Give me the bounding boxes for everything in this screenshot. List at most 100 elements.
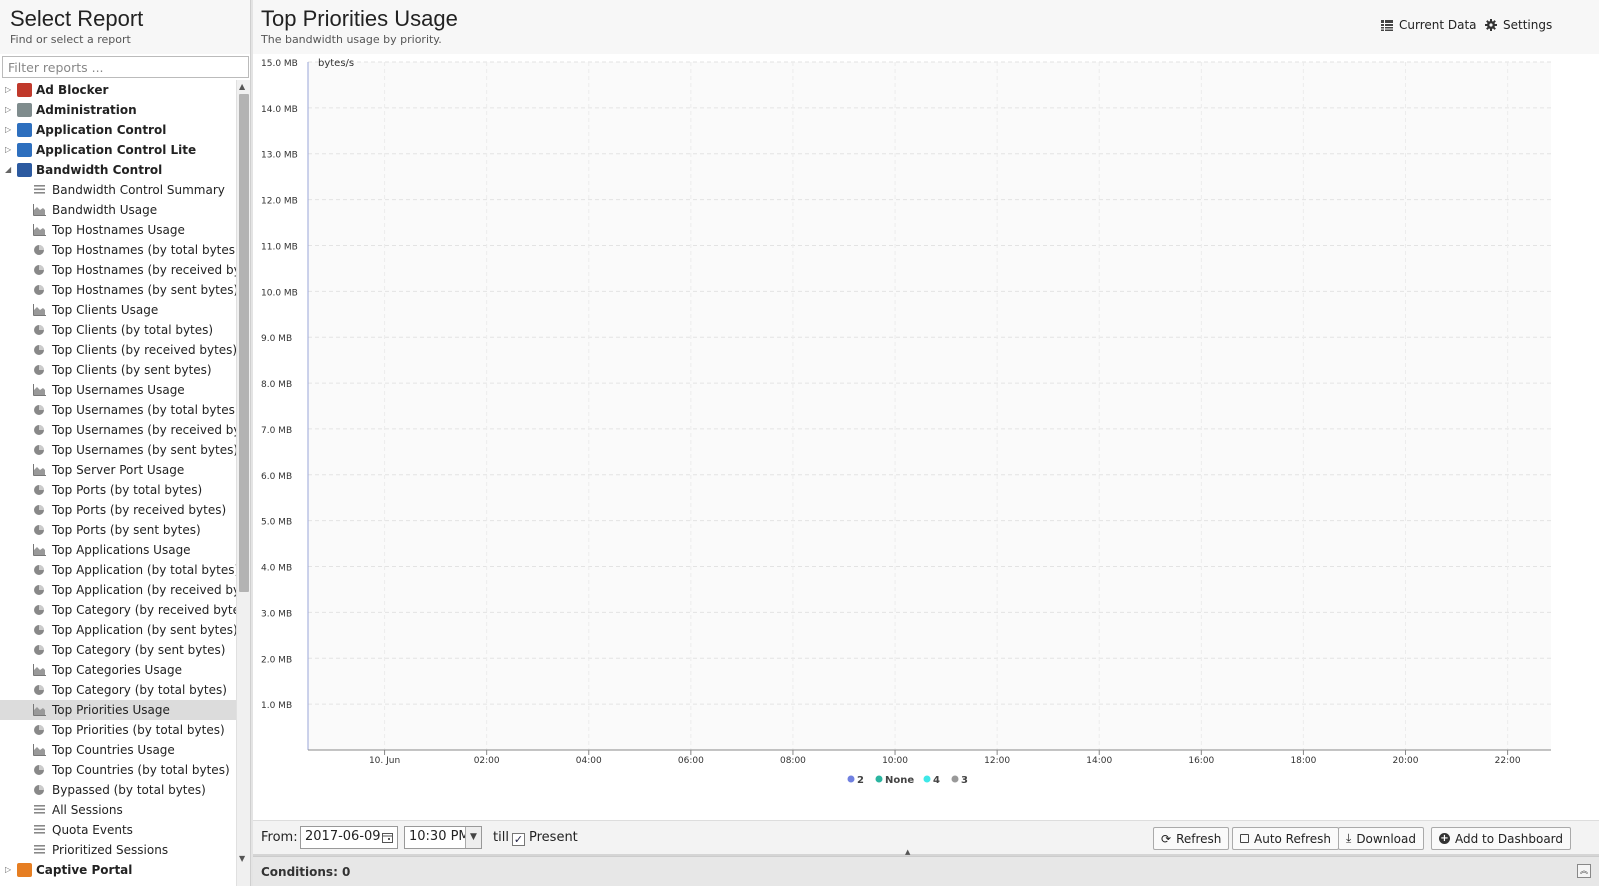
tree-report-item[interactable]: Top Ports (by received bytes)	[0, 500, 236, 520]
scroll-down-icon[interactable]: ▼	[239, 854, 246, 863]
area-chart-icon	[33, 704, 46, 716]
x-tick-label: 16:00	[1188, 756, 1214, 766]
tree-report-item[interactable]: Top Clients Usage	[0, 300, 236, 320]
tree-report-item[interactable]: Top Application (by total bytes)	[0, 560, 236, 580]
tree-item-label: Top Category (by received bytes)	[52, 603, 236, 617]
download-button[interactable]: ⤓ Download	[1338, 827, 1424, 850]
y-tick-label: 4.0 MB	[261, 564, 292, 574]
present-checkbox[interactable]: ✓	[512, 833, 525, 846]
from-time-field[interactable]: 10:30 PM ▼	[404, 826, 482, 849]
tree-category[interactable]: ▷ Ad Blocker	[0, 80, 236, 100]
expanded-arrow-icon[interactable]: ◢	[5, 165, 12, 174]
tree-item-label: Top Hostnames Usage	[52, 223, 185, 237]
tree-report-item[interactable]: Top Ports (by total bytes)	[0, 480, 236, 500]
tree-item-label: Top Categories Usage	[52, 663, 182, 677]
tree-report-item[interactable]: Top Application (by received bytes)	[0, 580, 236, 600]
collapsed-arrow-icon[interactable]: ▷	[5, 145, 12, 154]
tree-report-item[interactable]: Prioritized Sessions	[0, 840, 236, 860]
area-chart-icon	[33, 224, 46, 236]
x-tick-label: 04:00	[576, 756, 602, 766]
pie-chart-icon	[34, 245, 44, 255]
legend-entry: 4	[933, 775, 940, 786]
tree-report-item[interactable]: Top Ports (by sent bytes)	[0, 520, 236, 540]
y-tick-label: 12.0 MB	[261, 197, 298, 207]
tree-report-item[interactable]: Top Categories Usage	[0, 660, 236, 680]
current-data-button[interactable]: Current Data	[1381, 18, 1477, 32]
list-icon	[34, 805, 45, 814]
tree-report-item[interactable]: Top Hostnames (by received byte...	[0, 260, 236, 280]
download-label: Download	[1356, 831, 1416, 846]
tree-report-item[interactable]: Top Usernames (by total bytes)	[0, 400, 236, 420]
conditions-bar[interactable]: Conditions: 0 ︽	[253, 856, 1599, 886]
tree-report-item[interactable]: Top Hostnames (by sent bytes)	[0, 280, 236, 300]
tree-report-item[interactable]: Top Category (by total bytes)	[0, 680, 236, 700]
tree-category[interactable]: ▷ Administration	[0, 100, 236, 120]
tree-report-item[interactable]: Top Applications Usage	[0, 540, 236, 560]
left-panel-header: Select Report Find or select a report	[0, 0, 250, 54]
tree-report-item[interactable]: Top Usernames (by sent bytes)	[0, 440, 236, 460]
tree-report-item[interactable]: Bandwidth Usage	[0, 200, 236, 220]
collapsed-arrow-icon[interactable]: ▷	[5, 85, 12, 94]
from-label: From:	[261, 830, 298, 845]
tree-item-label: Top Clients (by received bytes)	[52, 343, 236, 357]
tree-report-item[interactable]: Top Clients (by sent bytes)	[0, 360, 236, 380]
collapsed-arrow-icon[interactable]: ▷	[5, 125, 12, 134]
pie-chart-icon	[34, 585, 44, 595]
tree-report-item[interactable]: Top Countries Usage	[0, 740, 236, 760]
legend-entry: 3	[961, 775, 968, 786]
from-date-value: 2017-06-09	[305, 829, 381, 844]
auto-refresh-button[interactable]: Auto Refresh	[1232, 827, 1339, 850]
chevron-down-icon[interactable]: ▼	[465, 827, 481, 848]
tree-report-item[interactable]: Top Clients (by received bytes)	[0, 340, 236, 360]
tree-report-item[interactable]: Top Hostnames Usage	[0, 220, 236, 240]
tree-item-label: Application Control Lite	[36, 143, 197, 157]
x-tick-label: 10:00	[882, 756, 908, 766]
tree-report-item[interactable]: Bandwidth Control Summary	[0, 180, 236, 200]
tree-category[interactable]: ▷ Application Control	[0, 120, 236, 140]
collapsed-arrow-icon[interactable]: ▷	[5, 105, 12, 114]
y-tick-label: 11.0 MB	[261, 242, 298, 252]
pie-chart-icon	[34, 685, 44, 695]
panel-splitter[interactable]: ▲	[253, 848, 1599, 857]
tree-report-item[interactable]: All Sessions	[0, 800, 236, 820]
tree-report-item[interactable]: Top Category (by received bytes)	[0, 600, 236, 620]
scroll-up-icon[interactable]: ▲	[239, 82, 246, 91]
tree-report-item[interactable]: Top Priorities (by total bytes)	[0, 720, 236, 740]
tree-report-item[interactable]: Top Usernames (by received bytes)	[0, 420, 236, 440]
add-to-dashboard-label: Add to Dashboard	[1455, 831, 1564, 846]
tree-report-item[interactable]: Top Priorities Usage	[0, 700, 236, 720]
tree-item-label: Prioritized Sessions	[52, 843, 169, 857]
bandwidth-control-icon	[17, 163, 32, 177]
tree-report-item[interactable]: Top Countries (by total bytes)	[0, 760, 236, 780]
collapse-icon[interactable]: ︽	[1577, 864, 1591, 878]
settings-button[interactable]: Settings	[1485, 18, 1552, 32]
refresh-button[interactable]: ⟳ Refresh	[1153, 827, 1230, 850]
from-date-field[interactable]: 2017-06-09	[300, 826, 398, 849]
tree-scrollbar[interactable]: ▲ ▼	[236, 80, 250, 886]
calendar-icon[interactable]	[382, 832, 393, 843]
time-range-toolbar: From: 2017-06-09 10:30 PM ▼ till ✓ Prese…	[253, 820, 1599, 854]
tree-item-label: Top Priorities Usage	[52, 703, 170, 717]
tree-item-label: Top Usernames (by sent bytes)	[52, 443, 236, 457]
tree-report-item[interactable]: Quota Events	[0, 820, 236, 840]
x-tick-label: 06:00	[678, 756, 704, 766]
collapsed-arrow-icon[interactable]: ▷	[5, 865, 12, 874]
tree-category[interactable]: ▷ Application Control Lite	[0, 140, 236, 160]
tree-report-item[interactable]: Bypassed (by total bytes)	[0, 780, 236, 800]
tree-item-label: Top Hostnames (by total bytes)	[52, 243, 236, 257]
splitter-arrow-icon[interactable]: ▲	[905, 848, 911, 856]
tree-report-item[interactable]: Top Application (by sent bytes)	[0, 620, 236, 640]
tree-report-item[interactable]: Top Clients (by total bytes)	[0, 320, 236, 340]
filter-reports-input[interactable]	[2, 56, 249, 78]
tree-report-item[interactable]: Top Server Port Usage	[0, 460, 236, 480]
tree-report-item[interactable]: Top Category (by sent bytes)	[0, 640, 236, 660]
tree-report-item[interactable]: Top Hostnames (by total bytes)	[0, 240, 236, 260]
tree-item-label: Bandwidth Usage	[52, 203, 158, 217]
y-tick-label: 15.0 MB	[261, 59, 298, 69]
tree-category[interactable]: ▷ Captive Portal	[0, 860, 236, 880]
pie-chart-icon	[34, 605, 44, 615]
tree-report-item[interactable]: Top Usernames Usage	[0, 380, 236, 400]
scrollbar-thumb[interactable]	[239, 94, 249, 592]
tree-category[interactable]: ◢ Bandwidth Control	[0, 160, 236, 180]
add-to-dashboard-button[interactable]: + Add to Dashboard	[1431, 827, 1572, 850]
